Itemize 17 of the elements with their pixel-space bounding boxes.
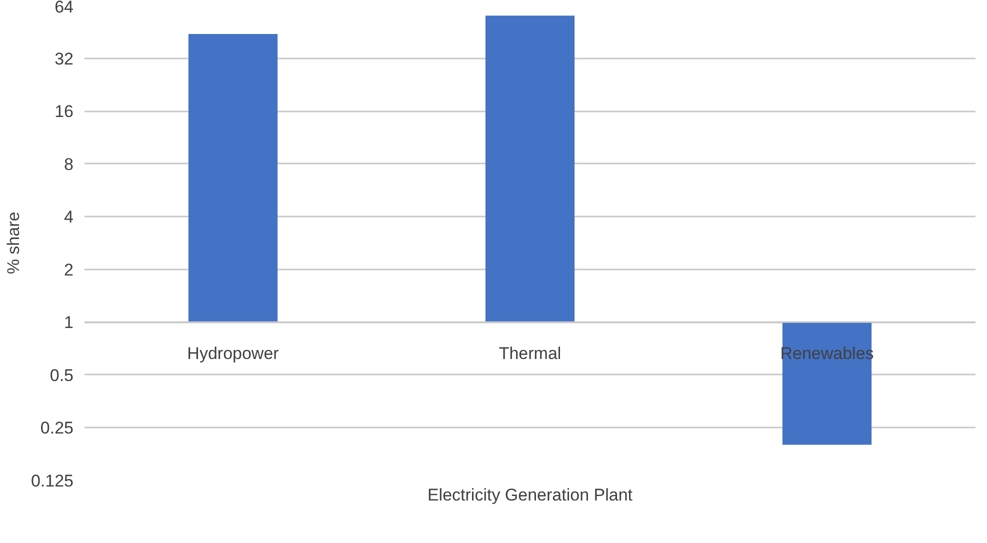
y-tick-label: 2: [64, 260, 74, 280]
x-tick-label: Hydropower: [187, 344, 280, 364]
bar: [188, 34, 278, 322]
y-axis-title: % share: [4, 212, 23, 274]
bar: [485, 16, 575, 322]
x-axis-title: Electricity Generation Plant: [427, 486, 633, 504]
y-tick-label: 8: [64, 154, 74, 174]
y-tick-label: 0.5: [50, 366, 74, 385]
y-tick-label: 0.125: [30, 472, 74, 490]
x-tick-label: Thermal: [498, 344, 562, 364]
y-tick-label: 1: [64, 313, 74, 332]
y-tick-label: 32: [54, 49, 74, 68]
y-tick-label: 16: [54, 102, 74, 122]
y-tick-label: 4: [64, 208, 74, 227]
y-tick-label: 64: [54, 0, 74, 16]
bar: [782, 322, 872, 445]
y-tick-label: 0.25: [40, 418, 74, 438]
